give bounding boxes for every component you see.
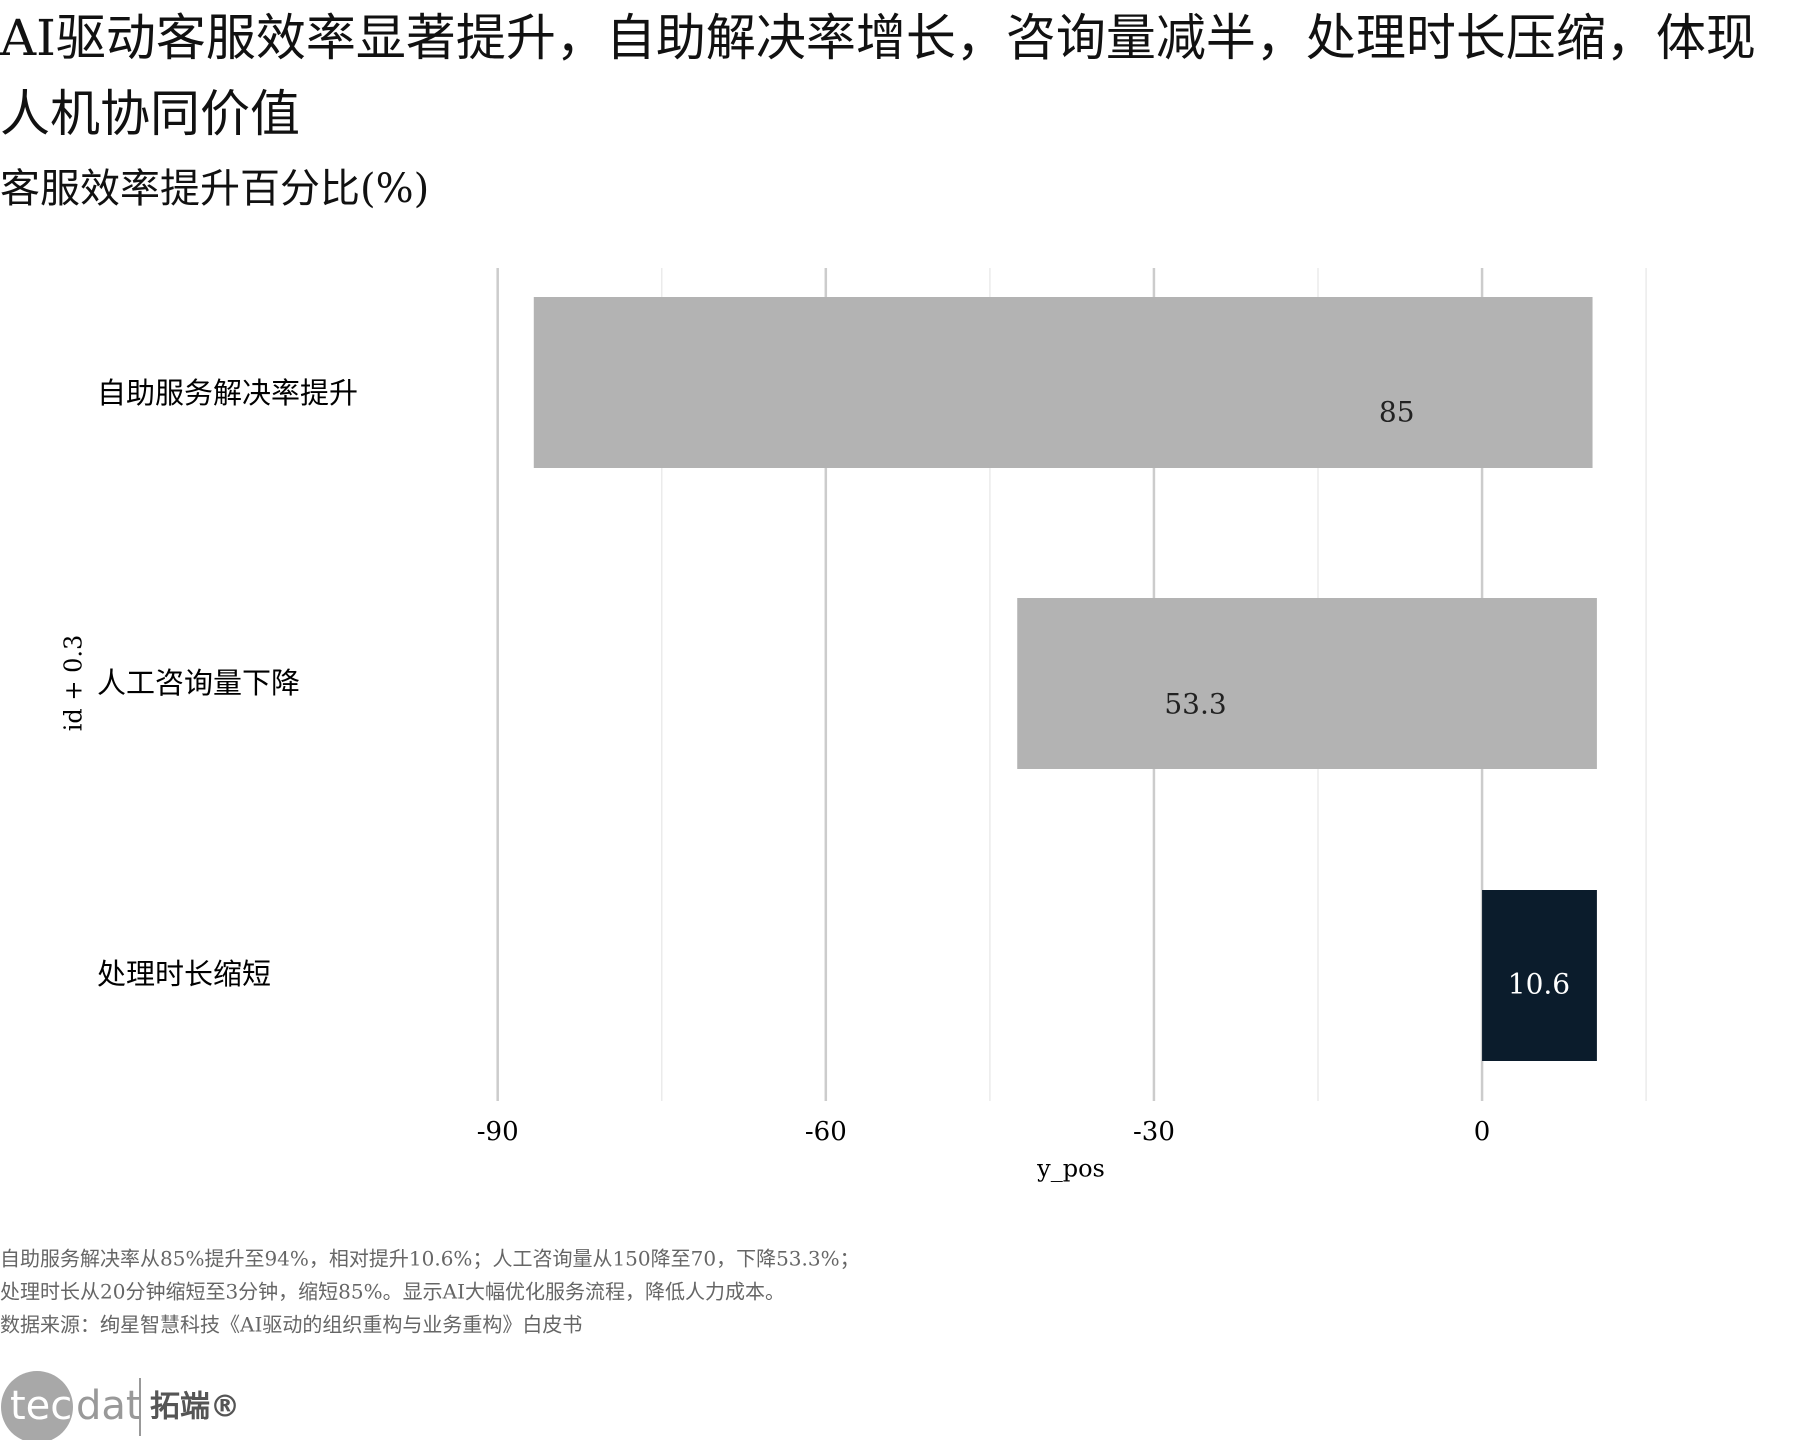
y-tick-label: 处理时长缩短 <box>97 957 271 991</box>
chart-subtitle: 客服效率提升百分比(%) <box>0 166 430 212</box>
data-label: 53.3 <box>1164 688 1226 721</box>
bar <box>1017 598 1597 769</box>
bar <box>533 297 1593 468</box>
y-axis-label: id + 0.3 <box>60 635 88 732</box>
chart-title: AI驱动客服效率显著提升，自助解决率增长，咨询量减半，处理时长压缩，体现人机协同… <box>0 9 1756 143</box>
x-tick-label: -60 <box>805 1117 847 1147</box>
x-tick-label: -90 <box>477 1117 519 1147</box>
caption: 数据来源：绚星智慧科技《AI驱动的组织重构与业务重构》白皮书 <box>0 1313 582 1337</box>
logo-circle <box>1 1371 73 1440</box>
x-axis-label: y_pos <box>1036 1155 1105 1183</box>
logo-text: 拓端® <box>150 1390 240 1425</box>
x-tick-label: 0 <box>1474 1117 1491 1147</box>
caption: 自助服务解决率从85%提升至94%，相对提升10.6%；人工咨询量从150降至7… <box>0 1247 860 1271</box>
data-label: 85 <box>1379 396 1415 429</box>
data-label: 10.6 <box>1508 968 1570 1001</box>
logo-text: tec <box>10 1383 72 1429</box>
y-tick-label: 人工咨询量下降 <box>97 666 300 700</box>
x-tick-label: -30 <box>1133 1117 1175 1147</box>
caption: 处理时长从20分钟缩短至3分钟，缩短85%。显示AI大幅优化服务流程，降低人力成… <box>0 1280 785 1304</box>
bar <box>1482 890 1597 1061</box>
y-tick-label: 自助服务解决率提升 <box>97 376 358 410</box>
logo-text: dat <box>76 1383 142 1429</box>
